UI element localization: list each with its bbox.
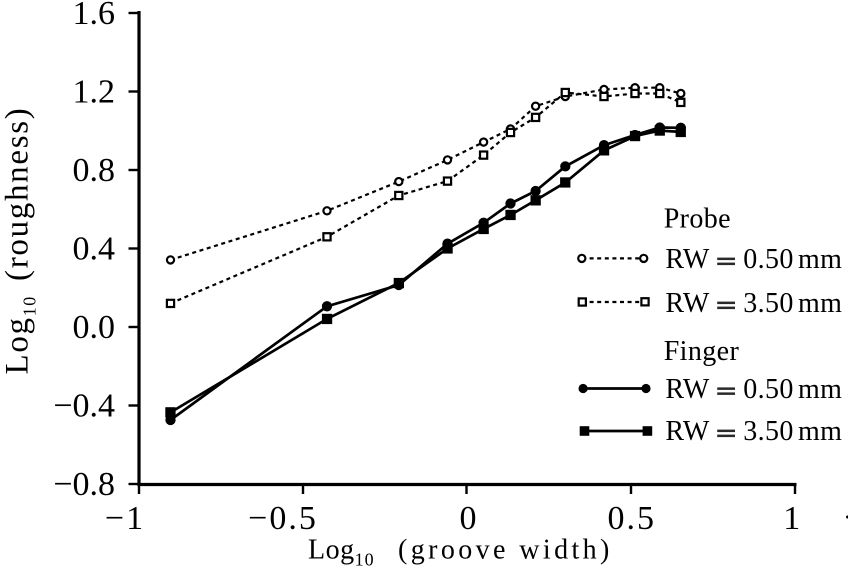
- svg-text:0: 0: [460, 500, 479, 537]
- svg-text:3.50: 3.50: [743, 416, 794, 447]
- svg-text:0.0: 0.0: [73, 309, 116, 346]
- svg-text:Log10(groove width): Log10 (groove width): [308, 535, 613, 570]
- svg-text:mm: mm: [798, 374, 842, 405]
- svg-text:1.6: 1.6: [73, 0, 116, 32]
- svg-text:−0.8: −0.8: [53, 466, 115, 503]
- svg-text:RW: RW: [665, 244, 710, 275]
- svg-text:RW: RW: [665, 288, 710, 319]
- svg-text:1: 1: [783, 500, 802, 537]
- svg-text:mm: mm: [798, 288, 842, 319]
- svg-text:0.8: 0.8: [73, 152, 116, 189]
- svg-text:0.50: 0.50: [743, 374, 794, 405]
- svg-text:Probe: Probe: [664, 203, 731, 234]
- svg-text:RW: RW: [665, 374, 710, 405]
- svg-text:1.2: 1.2: [73, 74, 116, 111]
- svg-text:0.50: 0.50: [743, 244, 794, 275]
- svg-text:0.5: 0.5: [607, 500, 656, 537]
- svg-text:RW: RW: [665, 416, 710, 447]
- svg-text:−0.4: −0.4: [53, 388, 115, 425]
- svg-text:mm: mm: [798, 416, 842, 447]
- svg-text:0.4: 0.4: [73, 231, 116, 268]
- svg-text:(roughness): (roughness): [0, 107, 36, 282]
- svg-text:3.50: 3.50: [743, 288, 794, 319]
- svg-text:mm: mm: [798, 244, 842, 275]
- svg-text:Finger: Finger: [664, 336, 740, 367]
- svg-text:−1: −1: [105, 500, 145, 537]
- svg-text:−0.5: −0.5: [248, 500, 318, 537]
